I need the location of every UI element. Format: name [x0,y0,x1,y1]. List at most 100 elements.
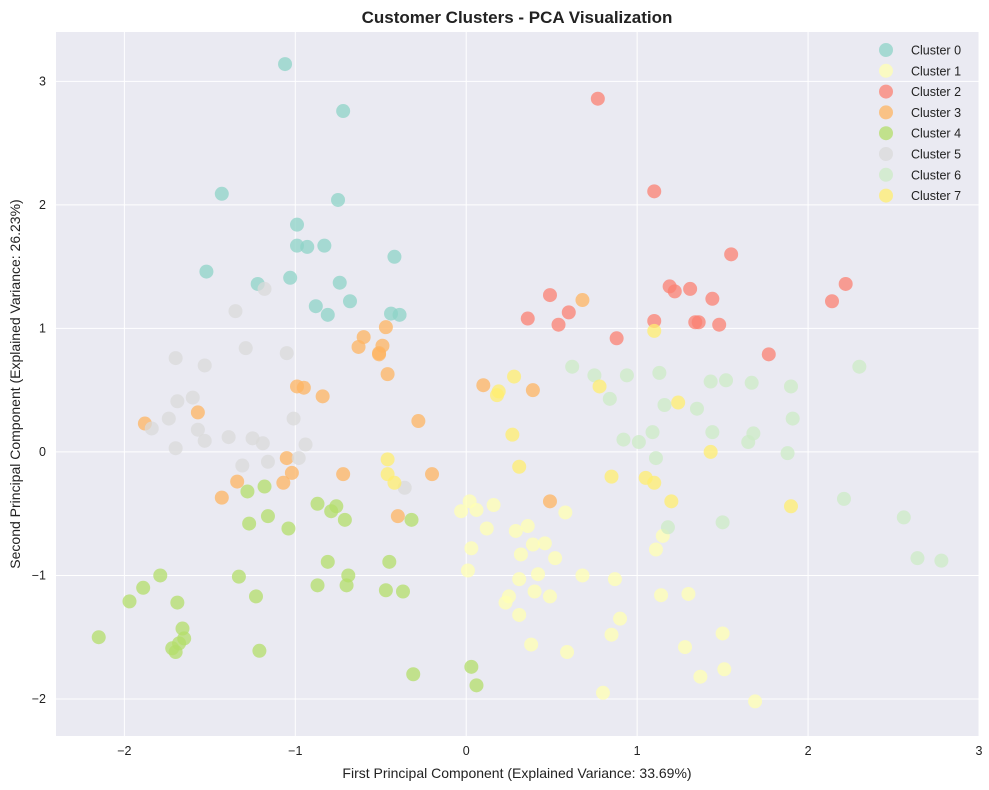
data-point [310,578,325,593]
data-point [693,669,708,684]
data-point [896,510,911,525]
legend-label: Cluster 4 [911,127,961,141]
data-point [300,239,315,254]
legend-label: Cluster 7 [911,189,961,203]
legend-label: Cluster 5 [911,148,961,162]
data-point [527,584,542,599]
data-point [197,358,212,373]
data-point [404,512,419,527]
data-point [703,374,718,389]
data-point [279,346,294,361]
data-point [705,291,720,306]
data-point [320,307,335,322]
data-point [248,589,263,604]
data-point [406,667,421,682]
data-point [153,568,168,583]
data-point [387,475,402,490]
legend-marker [879,63,893,78]
data-point [592,379,607,394]
data-point [197,433,212,448]
data-point [214,490,229,505]
scatter-points [91,57,949,709]
data-point [507,369,522,384]
data-point [613,611,628,626]
data-point [290,217,305,232]
data-point [214,186,229,201]
data-point [604,469,619,484]
legend-marker [879,43,893,57]
legend-marker [879,188,893,203]
data-point [283,270,298,285]
y-tick-labels: −2 −1 0 1 2 3 [32,74,46,706]
legend: Cluster 0 Cluster 1 Cluster 2 Cluster 3 Clus… [879,43,961,203]
data-point [712,317,727,332]
data-point [520,311,535,326]
data-point [542,288,557,303]
data-point [525,537,540,552]
data-point [575,568,590,583]
x-axis-label: First Principal Component (Explained Var… [342,765,691,781]
data-point [609,331,624,346]
data-point [336,467,351,482]
y-tick-label: 3 [39,74,46,88]
data-point [761,347,776,362]
data-point [257,281,272,296]
x-tick-label: 3 [976,744,983,758]
data-point [476,378,491,393]
x-tick-labels: −2 −1 0 1 2 3 [117,744,982,758]
data-point [537,536,552,551]
data-point [190,422,205,437]
data-point [717,662,732,677]
data-point [513,547,528,562]
data-point [324,504,339,519]
data-point [852,359,867,374]
data-point [298,437,313,452]
data-point [286,411,301,426]
data-point [780,446,795,461]
data-point [281,521,296,536]
data-point [242,516,257,531]
data-point [479,521,494,536]
data-point [380,367,395,382]
data-point [724,247,739,262]
data-point [548,551,563,566]
x-tick-label: −2 [117,744,131,758]
data-point [560,645,575,660]
data-point [392,307,407,322]
data-point [836,491,851,506]
data-point [464,659,479,674]
data-point [168,645,183,660]
x-tick-label: −1 [288,744,302,758]
data-point [671,395,686,410]
data-point [278,57,293,72]
data-point [654,588,669,603]
data-point [168,351,183,366]
legend-marker [879,84,893,99]
data-point [647,475,662,490]
data-point [689,401,704,416]
y-tick-label: 1 [39,321,46,335]
data-point [512,607,527,622]
data-point [235,458,250,473]
data-point [310,496,325,511]
data-point [170,394,185,409]
data-point [783,379,798,394]
data-point [647,314,662,329]
data-point [378,320,393,335]
legend-label: Cluster 0 [911,44,961,58]
data-point [648,542,663,557]
data-point [652,365,667,380]
data-point [520,519,535,534]
data-point [748,694,763,709]
data-point [645,425,660,440]
data-point [464,541,479,556]
data-point [524,637,539,652]
data-point [660,520,675,535]
data-point [460,563,475,578]
data-point [741,435,756,450]
data-point [678,640,693,655]
data-point [648,451,663,466]
data-point [489,388,504,403]
data-point [378,583,393,598]
